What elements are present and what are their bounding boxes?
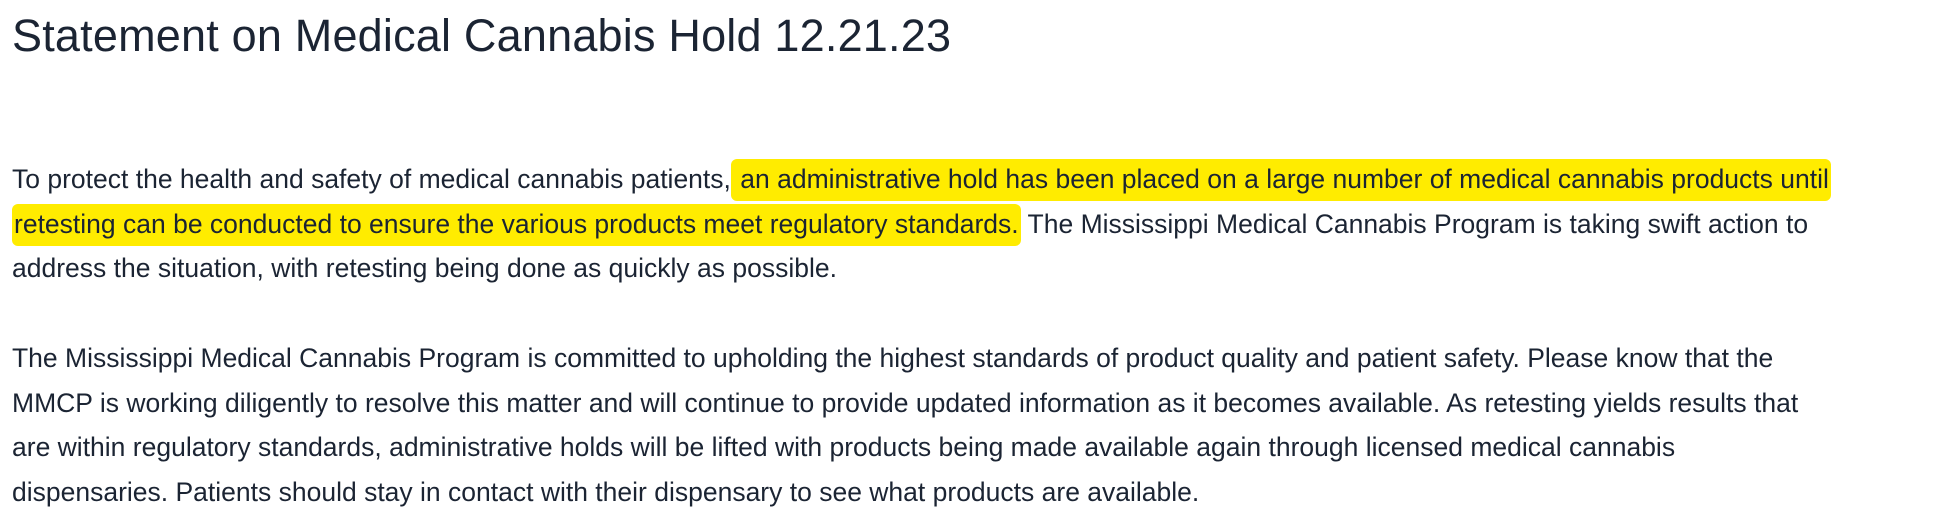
paragraph-line: The Mississippi Medical Cannabis Program… (12, 336, 1902, 381)
highlighted-text: retesting can be conducted to ensure the… (12, 204, 1021, 246)
paragraph-line: address the situation, with retesting be… (12, 246, 1902, 291)
paragraph-line: are within regulatory standards, adminis… (12, 425, 1902, 470)
plain-text: To protect the health and safety of medi… (12, 164, 731, 194)
page-title: Statement on Medical Cannabis Hold 12.21… (12, 8, 951, 64)
paragraph-line: To protect the health and safety of medi… (12, 157, 1902, 202)
paragraph-hold-notice: To protect the health and safety of medi… (12, 157, 1902, 291)
paragraph-line: dispensaries. Patients should stay in co… (12, 470, 1902, 514)
plain-text: address the situation, with retesting be… (12, 253, 837, 283)
paragraph-line: MMCP is working diligently to resolve th… (12, 381, 1902, 426)
paragraph-line: retesting can be conducted to ensure the… (12, 202, 1902, 247)
paragraph-commitment: The Mississippi Medical Cannabis Program… (12, 336, 1902, 514)
highlighted-text: an administrative hold has been placed o… (731, 159, 1831, 201)
plain-text: The Mississippi Medical Cannabis Program… (1021, 209, 1808, 239)
